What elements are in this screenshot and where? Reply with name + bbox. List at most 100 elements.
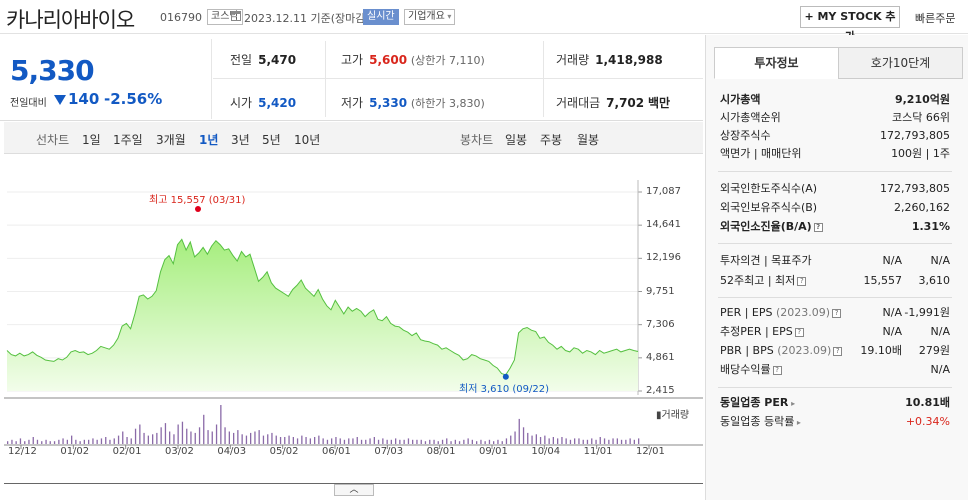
x-tick-label: 11/01 bbox=[583, 446, 613, 457]
x-tick-label: 12/12 bbox=[8, 446, 37, 457]
volume-bar bbox=[373, 437, 375, 444]
period-1y[interactable]: 1년 bbox=[199, 133, 219, 147]
x-tick-label: 02/01 bbox=[112, 446, 142, 457]
volume-bar bbox=[237, 430, 239, 444]
volume-bar bbox=[271, 432, 273, 444]
volume-bar bbox=[267, 434, 269, 445]
volume-bar bbox=[446, 438, 448, 444]
volume-bar bbox=[117, 435, 120, 444]
realtime-button[interactable]: 실시간 bbox=[363, 9, 399, 25]
volume-bar bbox=[437, 441, 439, 444]
volume-bar bbox=[382, 438, 384, 444]
volume-bar bbox=[510, 435, 512, 444]
volume-bar bbox=[258, 430, 260, 444]
volume-bar bbox=[186, 428, 188, 444]
industry-change-row[interactable]: 동일업종 등락률 ▸ +0.34% bbox=[720, 415, 950, 428]
volume-bar bbox=[501, 441, 503, 444]
y-tick-label: 7,306 bbox=[646, 318, 675, 330]
calendar-icon bbox=[231, 11, 241, 21]
industry-per-row[interactable]: 동일업종 PER ▸ 10.81배 bbox=[720, 396, 950, 409]
company-info-dropdown[interactable]: 기업개요 ▾ bbox=[404, 9, 456, 25]
help-icon[interactable]: ? bbox=[813, 222, 823, 232]
tab-investment-info[interactable]: 투자정보 bbox=[714, 47, 839, 79]
volume-bar bbox=[152, 434, 154, 445]
volume-bar bbox=[522, 427, 525, 444]
volume-bar bbox=[15, 441, 17, 444]
volume-bar bbox=[586, 439, 589, 444]
volume-bar bbox=[279, 437, 282, 444]
help-icon[interactable]: ? bbox=[832, 308, 842, 318]
help-icon[interactable]: ? bbox=[833, 346, 843, 356]
add-my-stock-button[interactable]: + MY STOCK 추가 bbox=[800, 6, 900, 43]
chevron-right-icon: ▸ bbox=[794, 418, 801, 427]
volume-bar bbox=[36, 439, 39, 444]
volume-bar bbox=[399, 439, 401, 444]
tab-orderbook[interactable]: 호가10단계 bbox=[838, 47, 963, 79]
period-10y[interactable]: 10년 bbox=[294, 133, 321, 147]
candle-weekly[interactable]: 주봉 bbox=[540, 133, 563, 147]
stock-name: 카나리아바이오 bbox=[6, 8, 135, 32]
help-icon[interactable]: ? bbox=[772, 365, 782, 375]
volume-bar bbox=[83, 439, 85, 444]
chevron-up-icon: ︿ bbox=[349, 485, 359, 495]
volume-bar bbox=[314, 437, 316, 444]
period-1w[interactable]: 1주일 bbox=[113, 133, 143, 147]
volume-bar bbox=[616, 438, 618, 444]
help-icon[interactable]: ? bbox=[797, 276, 807, 286]
x-tick-label: 09/01 bbox=[479, 446, 508, 457]
volume-bar bbox=[322, 438, 324, 444]
volume-bar bbox=[203, 414, 205, 445]
volume-bar bbox=[497, 439, 499, 444]
x-tick-label: 06/01 bbox=[322, 446, 351, 457]
volume-bar bbox=[301, 435, 303, 444]
period-3y[interactable]: 3년 bbox=[231, 133, 250, 147]
foreign-ratio-row: 외국인소진율(B/A)? 1.31% bbox=[720, 220, 950, 233]
y-tick-label: 17,087 bbox=[646, 186, 681, 197]
volume-bar bbox=[305, 437, 307, 444]
volume-bar bbox=[96, 439, 98, 444]
quick-order-button[interactable]: 빠른주문 bbox=[915, 12, 956, 25]
volume-bar bbox=[88, 439, 90, 444]
volume-bar bbox=[53, 441, 56, 444]
volume-bar bbox=[352, 438, 354, 444]
candle-monthly[interactable]: 월봉 bbox=[577, 133, 600, 147]
candle-chart-label: 봉차트 bbox=[460, 133, 494, 147]
candle-daily[interactable]: 일봉 bbox=[505, 133, 528, 147]
volume-bar bbox=[177, 424, 179, 444]
foreign-limit-row: 외국인한도주식수(A) 172,793,805 bbox=[720, 182, 950, 195]
help-icon[interactable]: ? bbox=[794, 327, 804, 337]
price-chart-svg bbox=[4, 180, 703, 449]
volume-bar bbox=[625, 439, 627, 444]
collapse-chart-button[interactable]: ︿ bbox=[334, 484, 374, 496]
volume-bar bbox=[105, 437, 107, 444]
change-label: 전일대비 bbox=[10, 98, 47, 109]
volume-bar bbox=[390, 439, 392, 444]
volume-bar bbox=[71, 435, 73, 444]
volume-bar bbox=[557, 438, 559, 444]
period-5y[interactable]: 5년 bbox=[262, 133, 281, 147]
volume-bar bbox=[318, 435, 320, 444]
volume-bar bbox=[143, 432, 145, 444]
high-annotation: 최고 15,557 (03/31) bbox=[149, 195, 246, 206]
volume-bar bbox=[552, 437, 554, 444]
per-eps-row: PER | EPS (2023.09)? N/A -1,991원 bbox=[720, 306, 950, 319]
volume-bar bbox=[620, 439, 623, 444]
volume-bar bbox=[565, 438, 567, 444]
volume-bar bbox=[348, 438, 350, 444]
volume-bar bbox=[591, 438, 593, 444]
volume-bar bbox=[130, 438, 132, 444]
volume-bar bbox=[194, 432, 196, 444]
volume-bar bbox=[250, 432, 252, 444]
volume-bar bbox=[164, 423, 167, 444]
volume-bar bbox=[224, 427, 226, 444]
period-3m[interactable]: 3개월 bbox=[156, 133, 186, 147]
y-tick-label: 4,861 bbox=[646, 351, 675, 363]
volume-bar bbox=[339, 438, 341, 444]
y-tick-label: 12,196 bbox=[646, 252, 681, 264]
volume-bar bbox=[262, 435, 265, 444]
investment-info-panel: 투자정보 호가10단계 시가총액 9,210억원 시가총액순위 코스닥 66위 상장… bbox=[705, 35, 968, 500]
volume-bar bbox=[471, 439, 473, 444]
period-1d[interactable]: 1일 bbox=[82, 133, 101, 147]
volume-bar bbox=[335, 437, 337, 444]
high-marker bbox=[195, 206, 201, 212]
